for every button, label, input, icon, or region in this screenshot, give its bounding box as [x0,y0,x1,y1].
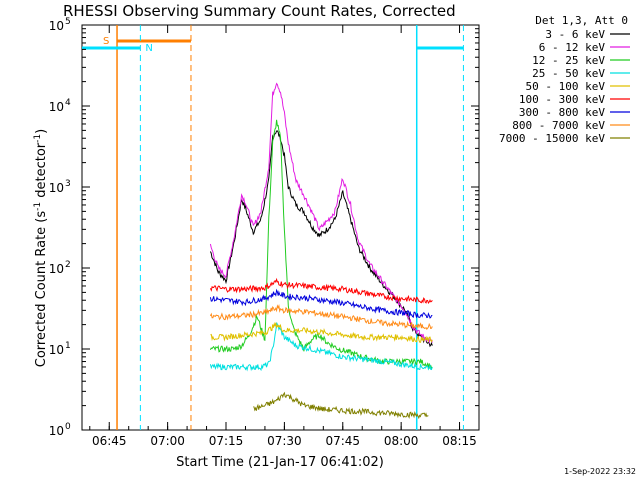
y-tick-label: 10 [49,100,64,114]
legend-label: 7000 - 15000 keV [499,132,605,145]
legend-label: 3 - 6 keV [545,28,605,41]
series-line [253,391,429,420]
legend-label: 12 - 25 keV [532,54,605,67]
y-tick-label: 10 [49,19,64,33]
plot-area: SN 06:45 07:00 07:15 07:30 07:45 08:00 08:15 1… [49,17,480,448]
series-line [209,288,433,319]
x-tick-label: 07:00 [150,434,185,448]
y-tick-label: 10 [49,424,64,438]
x-axis-label: Start Time (21-Jan-17 06:41:02) [176,455,384,470]
y-tick-exponent: 2 [65,260,71,270]
x-tick-label: 08:00 [384,434,419,448]
y-tick-exponent: 3 [65,179,71,189]
y-tick-label: 10 [49,181,64,195]
series-line [209,322,433,372]
y-axis-label: Corrected Count Rate (s-1 detector-1) [33,129,49,367]
saa-night-markers: SN [82,25,464,430]
x-tick-label: 07:15 [209,434,244,448]
legend-label: 25 - 50 keV [532,67,605,80]
night-label: N [145,43,152,54]
x-tick-label: 06:45 [92,434,127,448]
saa-label: S [103,36,109,47]
series-line [210,321,433,343]
legend-header: Det 1,3, Att 0 [535,14,628,27]
chart-title: RHESSI Observing Summary Count Rates, Co… [63,2,456,20]
x-tick-label: 07:30 [267,434,302,448]
y-tick-exponent: 4 [65,98,71,108]
y-tick-exponent: 0 [65,422,71,432]
y-tick-label: 10 [49,262,64,276]
y-tick-exponent: 5 [65,17,71,27]
series-line [209,277,433,305]
legend-label: 6 - 12 keV [539,41,606,54]
series-line [209,303,433,330]
legend-label: 800 - 7000 keV [512,119,605,132]
legend-label: 50 - 100 keV [526,80,606,93]
legend-label: 300 - 800 keV [519,106,605,119]
x-tick-label: 08:15 [442,434,477,448]
series-lines [209,82,433,420]
legend-label: 100 - 300 keV [519,93,605,106]
x-tick-label: 07:45 [325,434,360,448]
y-tick-label: 10 [49,343,64,357]
generation-timestamp: 1-Sep-2022 23:32 [564,467,636,476]
x-axis-ticks: 06:45 07:00 07:15 07:30 07:45 08:00 08:15 [89,25,477,448]
y-tick-exponent: 1 [65,341,71,351]
plot-frame [81,24,480,431]
series-line [209,82,433,345]
